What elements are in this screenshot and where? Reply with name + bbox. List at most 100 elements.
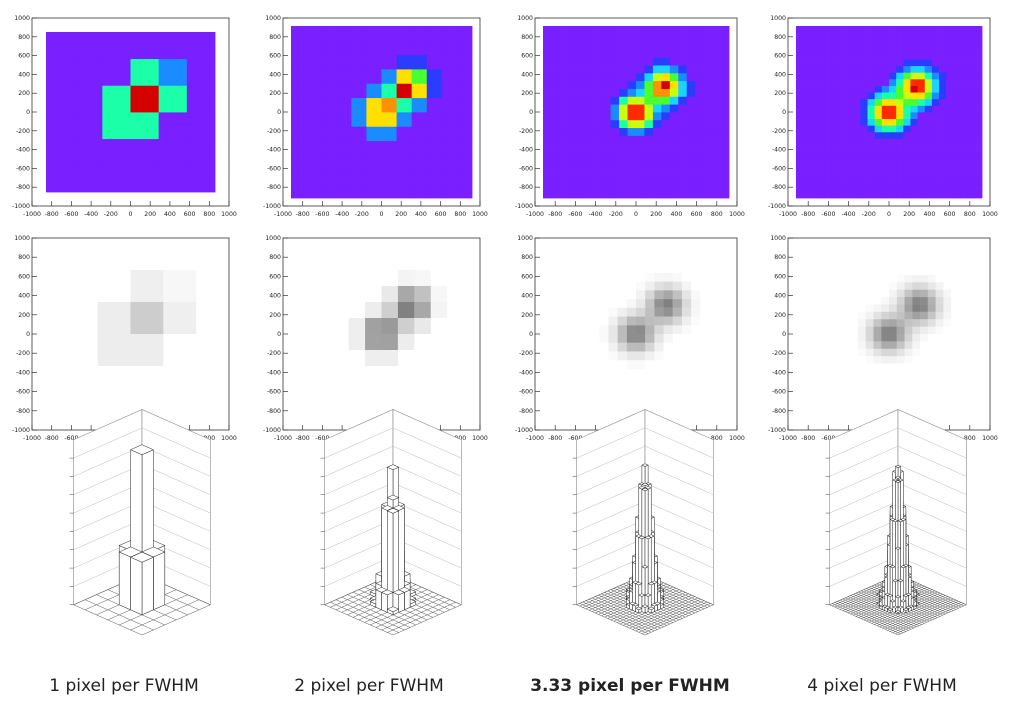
density-cell — [97, 334, 131, 366]
colormap-cell — [381, 112, 397, 127]
colormap-cell — [896, 138, 904, 146]
colormap-cell — [426, 169, 443, 185]
colormap-cell — [576, 112, 586, 121]
colormap-cell — [661, 80, 671, 89]
colormap-cell — [803, 52, 811, 60]
colormap-panel: -1000-1000-800-800-600-600-400-400-200-2… — [768, 15, 998, 218]
colormap-cell — [896, 191, 904, 199]
colormap-cell — [939, 78, 947, 86]
y-tick-label: 200 — [269, 312, 281, 319]
colormap-cell — [867, 92, 876, 100]
colormap-cell — [874, 92, 883, 100]
colormap-cell — [817, 52, 826, 60]
colormap-cell — [602, 151, 612, 160]
colormap-cell — [441, 97, 458, 113]
density-cell — [927, 311, 936, 320]
colormap-cell — [46, 138, 75, 166]
colormap-cell — [602, 33, 612, 43]
colormap-cell — [703, 26, 713, 35]
colormap-cell — [619, 190, 628, 199]
colormap-cell — [853, 184, 861, 192]
colormap-cell — [186, 32, 216, 60]
colormap-cell — [853, 151, 861, 159]
colormap-cell — [838, 178, 847, 186]
colormap-cell — [931, 45, 940, 53]
colormap-cell — [396, 169, 413, 185]
x-tick-label: -1000 — [23, 435, 41, 442]
colormap-cell — [874, 184, 883, 192]
colormap-cell — [917, 191, 926, 199]
density-cell — [381, 302, 398, 318]
y-tick-label: -200 — [519, 350, 533, 357]
y-tick-label: 800 — [269, 34, 281, 41]
colormap-cell — [796, 98, 804, 106]
colormap-cell — [889, 164, 897, 172]
y-tick-label: -400 — [16, 369, 30, 376]
colormap-cell — [974, 145, 983, 153]
density-cell — [397, 286, 415, 302]
colormap-cell — [917, 59, 926, 67]
y-tick-label: -600 — [16, 389, 30, 396]
colormap-cell — [551, 57, 561, 66]
colormap-cell — [939, 125, 947, 133]
colormap-cell — [411, 126, 428, 142]
colormap-cell — [953, 105, 961, 113]
y-tick-label: 800 — [521, 254, 533, 261]
colormap-cell — [568, 112, 578, 121]
lego-bar — [897, 605, 904, 609]
colormap-cell — [917, 125, 926, 133]
colormap-cell — [860, 39, 868, 47]
colormap-cell — [559, 190, 569, 199]
colormap-cell — [824, 59, 833, 67]
colormap-cell — [796, 151, 804, 159]
y-tick-label: -600 — [772, 165, 786, 172]
colormap-cell — [585, 72, 595, 82]
colormap-cell — [158, 58, 188, 86]
lego-bar — [894, 595, 902, 599]
colormap-cell — [917, 78, 926, 86]
colormap-cell — [903, 158, 911, 166]
colormap-cell — [881, 178, 890, 186]
colormap-cell — [627, 65, 637, 74]
colormap-cell — [903, 112, 911, 120]
colormap-cell — [306, 69, 322, 84]
colormap-cell — [846, 72, 854, 80]
colormap-cell — [917, 26, 926, 34]
colormap-cell — [678, 49, 688, 58]
colormap-cell — [102, 32, 131, 60]
density-cell — [896, 297, 905, 305]
colormap-cell — [917, 98, 926, 106]
colormap-cell — [351, 140, 367, 156]
x-tick-label: 800 — [454, 435, 466, 442]
colormap-cell — [974, 59, 983, 67]
colormap-cell — [712, 135, 721, 144]
colormap-cell — [910, 78, 919, 86]
density-cell — [896, 304, 905, 312]
colormap-cell — [336, 69, 352, 84]
colormap-cell — [874, 45, 883, 53]
colormap-cell — [576, 135, 586, 144]
colormap-cell — [336, 83, 352, 99]
colormap-cell — [619, 151, 628, 160]
colormap-cell — [366, 69, 382, 84]
density-cell — [636, 351, 646, 361]
density-cell — [935, 289, 944, 298]
colormap-cell — [824, 98, 833, 106]
density-cell — [627, 299, 636, 308]
colormap-cell — [867, 145, 876, 153]
colormap-cell — [960, 184, 969, 192]
colormap-cell — [695, 26, 705, 35]
colormap-cell — [860, 131, 868, 139]
colormap-cell — [967, 184, 976, 192]
colormap-cell — [661, 119, 671, 129]
colormap-cell — [559, 166, 569, 175]
colormap-cell — [585, 96, 595, 105]
colormap-cell — [824, 45, 833, 53]
x-tick-label: -400 — [335, 211, 349, 218]
density-cell — [881, 326, 889, 334]
colormap-cell — [831, 72, 840, 80]
colormap-cell — [686, 151, 696, 160]
lego-bar — [644, 593, 652, 597]
colormap-cell — [860, 65, 868, 73]
colormap-cell — [426, 126, 443, 142]
